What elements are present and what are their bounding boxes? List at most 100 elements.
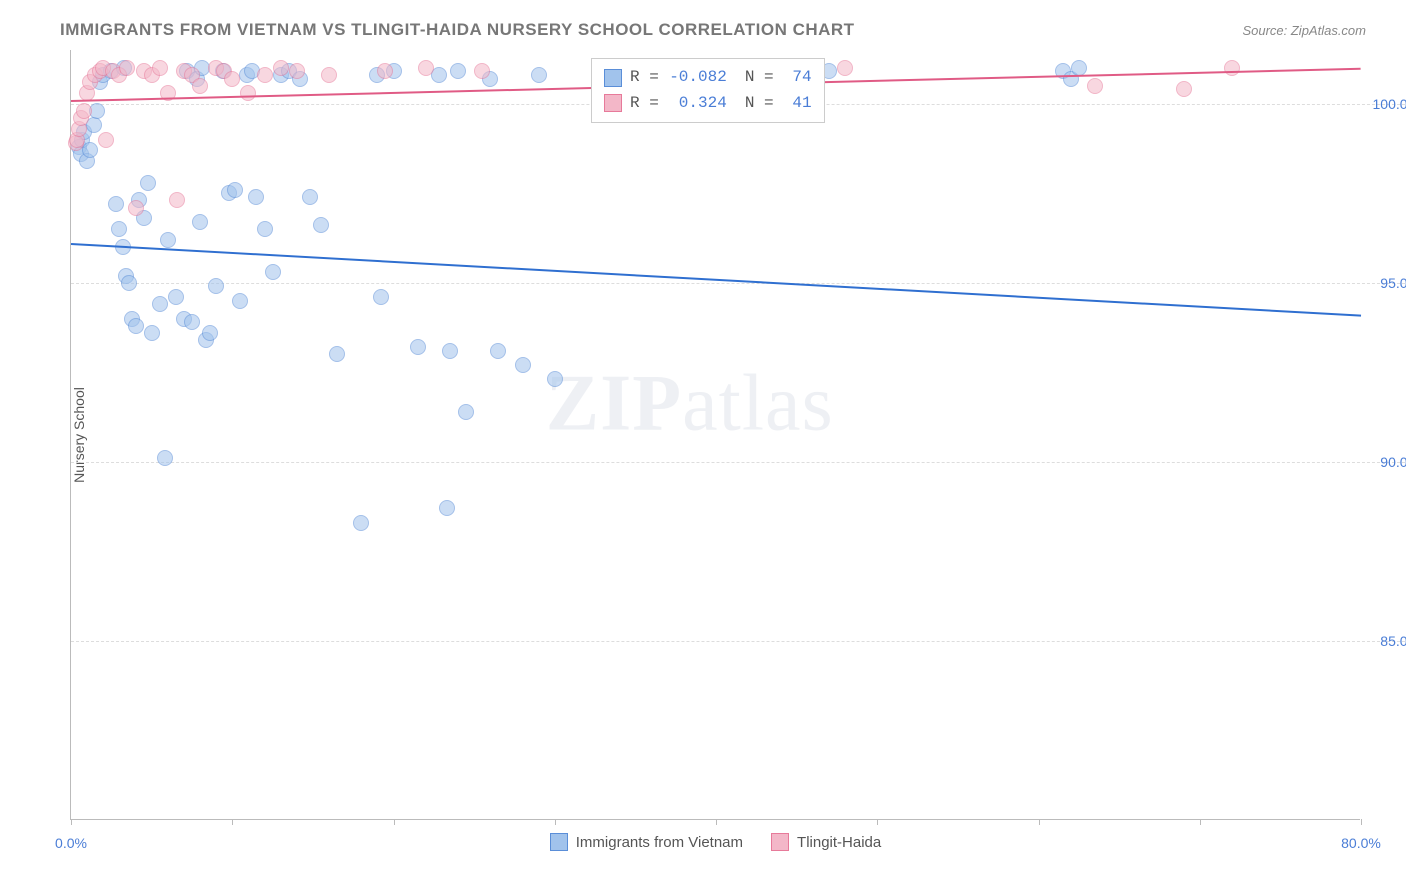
data-point — [353, 515, 369, 531]
data-point — [442, 343, 458, 359]
data-point — [108, 196, 124, 212]
data-point — [98, 132, 114, 148]
data-point — [329, 346, 345, 362]
data-point — [144, 325, 160, 341]
x-tick — [394, 819, 395, 825]
legend-swatch — [550, 833, 568, 851]
data-point — [418, 60, 434, 76]
data-point — [169, 192, 185, 208]
data-point — [837, 60, 853, 76]
series-legend-item: Tlingit-Haida — [771, 833, 881, 851]
data-point — [168, 289, 184, 305]
data-point — [227, 182, 243, 198]
data-point — [192, 78, 208, 94]
watermark: ZIPatlas — [546, 358, 834, 449]
legend-r-label: R = — [630, 65, 659, 91]
data-point — [152, 296, 168, 312]
y-tick-label: 95.0% — [1380, 275, 1406, 291]
legend-n-value: 74 — [782, 65, 812, 91]
x-tick — [232, 819, 233, 825]
data-point — [232, 293, 248, 309]
data-point — [1224, 60, 1240, 76]
x-tick — [877, 819, 878, 825]
data-point — [248, 189, 264, 205]
data-point — [111, 221, 127, 237]
series-legend: Immigrants from Vietnam Tlingit-Haida — [71, 833, 1360, 855]
data-point — [302, 189, 318, 205]
data-point — [257, 67, 273, 83]
series-legend-label: Immigrants from Vietnam — [576, 834, 743, 851]
data-point — [240, 85, 256, 101]
data-point — [373, 289, 389, 305]
data-point — [289, 63, 305, 79]
data-point — [128, 200, 144, 216]
legend-swatch — [604, 69, 622, 87]
legend-row: R = 0.324 N = 41 — [604, 91, 812, 117]
data-point — [128, 318, 144, 334]
gridline — [71, 641, 1406, 642]
legend-n-label: N = — [745, 91, 774, 117]
data-point — [192, 214, 208, 230]
legend-r-label: R = — [630, 91, 659, 117]
correlation-legend: R = -0.082 N = 74 R = 0.324 N = 41 — [591, 58, 825, 123]
title-row: IMMIGRANTS FROM VIETNAM VS TLINGIT-HAIDA… — [60, 20, 1366, 40]
plot-area: Nursery School ZIPatlas 85.0%90.0%95.0%1… — [70, 50, 1360, 820]
data-point — [439, 500, 455, 516]
data-point — [458, 404, 474, 420]
legend-n-value: 41 — [782, 91, 812, 117]
x-tick — [1039, 819, 1040, 825]
data-point — [474, 63, 490, 79]
watermark-bold: ZIP — [546, 359, 682, 447]
source-label: Source: — [1242, 23, 1290, 38]
data-point — [224, 71, 240, 87]
data-point — [119, 60, 135, 76]
gridline — [71, 283, 1406, 284]
legend-r-value: 0.324 — [667, 91, 727, 117]
legend-n-label: N = — [745, 65, 774, 91]
trend-line — [71, 243, 1361, 317]
x-tick — [1361, 819, 1362, 825]
data-point — [490, 343, 506, 359]
data-point — [377, 63, 393, 79]
data-point — [202, 325, 218, 341]
data-point — [1087, 78, 1103, 94]
data-point — [152, 60, 168, 76]
series-legend-item: Immigrants from Vietnam — [550, 833, 743, 851]
data-point — [140, 175, 156, 191]
y-tick-label: 100.0% — [1373, 96, 1406, 112]
data-point — [273, 60, 289, 76]
data-point — [265, 264, 281, 280]
data-point — [1176, 81, 1192, 97]
data-point — [531, 67, 547, 83]
chart-title: IMMIGRANTS FROM VIETNAM VS TLINGIT-HAIDA… — [60, 20, 855, 40]
data-point — [321, 67, 337, 83]
data-point — [547, 371, 563, 387]
legend-swatch — [771, 833, 789, 851]
y-tick-label: 90.0% — [1380, 454, 1406, 470]
gridline — [71, 462, 1406, 463]
data-point — [1071, 60, 1087, 76]
series-legend-label: Tlingit-Haida — [797, 834, 881, 851]
chart-container: IMMIGRANTS FROM VIETNAM VS TLINGIT-HAIDA… — [0, 0, 1406, 892]
data-point — [257, 221, 273, 237]
data-point — [82, 142, 98, 158]
x-tick — [1200, 819, 1201, 825]
data-point — [208, 278, 224, 294]
data-point — [450, 63, 466, 79]
legend-row: R = -0.082 N = 74 — [604, 65, 812, 91]
data-point — [157, 450, 173, 466]
data-point — [76, 103, 92, 119]
data-point — [121, 275, 137, 291]
watermark-rest: atlas — [682, 359, 834, 447]
data-point — [313, 217, 329, 233]
data-point — [184, 314, 200, 330]
source-value: ZipAtlas.com — [1291, 23, 1366, 38]
x-tick — [71, 819, 72, 825]
x-tick — [555, 819, 556, 825]
legend-r-value: -0.082 — [667, 65, 727, 91]
data-point — [515, 357, 531, 373]
data-point — [410, 339, 426, 355]
x-tick — [716, 819, 717, 825]
y-tick-label: 85.0% — [1380, 633, 1406, 649]
y-axis-label: Nursery School — [71, 387, 87, 483]
